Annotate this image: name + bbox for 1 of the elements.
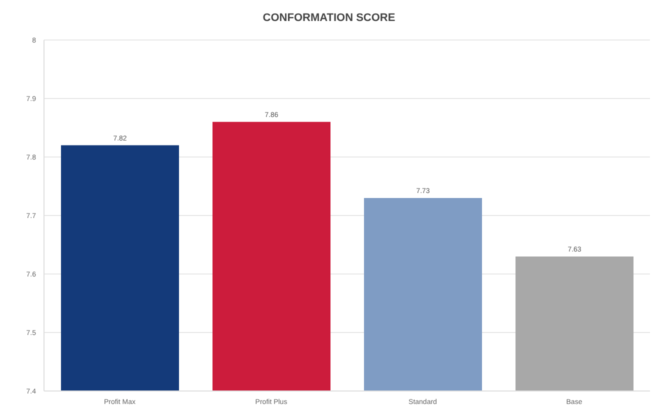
chart-title: CONFORMATION SCORE [262,11,396,26]
